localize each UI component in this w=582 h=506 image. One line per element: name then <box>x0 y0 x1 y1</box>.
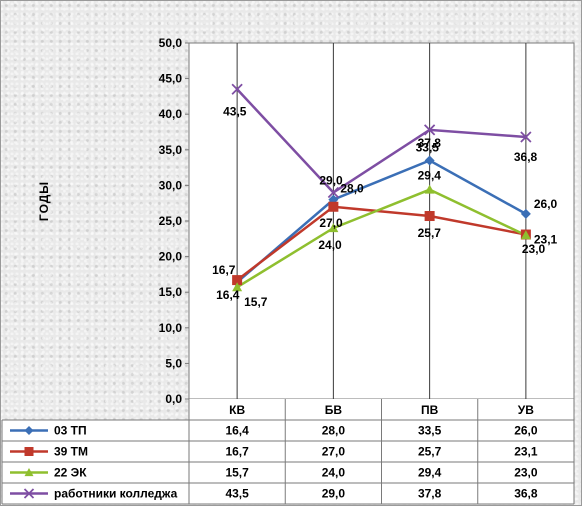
legend-series-name: 22 ЭК <box>54 466 87 480</box>
data-point <box>328 223 339 233</box>
data-point <box>232 275 243 286</box>
data-point <box>232 282 243 292</box>
y-tick-label: 10,0 <box>159 321 183 335</box>
data-label: 24,0 <box>318 238 342 252</box>
data-label: 16,4 <box>216 288 240 302</box>
y-tick-label: 15,0 <box>159 285 183 299</box>
y-tick-label: 5,0 <box>165 356 182 370</box>
data-label: 43,5 <box>223 104 247 118</box>
data-label: 15,7 <box>244 295 268 309</box>
data-label: 33,5 <box>416 140 440 154</box>
category-label: ПВ <box>421 403 439 417</box>
category-label: БВ <box>325 403 343 417</box>
series-line <box>236 88 526 195</box>
table-cell: 29,0 <box>322 487 346 501</box>
data-label: 26,0 <box>534 197 558 211</box>
data-point <box>328 201 339 212</box>
data-point <box>424 184 435 194</box>
category-label: УВ <box>518 403 534 417</box>
table-cell: 15,7 <box>225 466 249 480</box>
legend-series-name: 03 ТП <box>54 424 87 438</box>
y-tick-label: 35,0 <box>159 143 183 157</box>
data-point <box>424 155 435 166</box>
table-cell: 24,0 <box>322 466 346 480</box>
data-label: 23,0 <box>522 242 546 256</box>
data-label: 36,8 <box>514 150 538 164</box>
category-label: КВ <box>229 403 245 417</box>
data-label: 23,1 <box>534 233 558 247</box>
y-tick-label: 30,0 <box>159 178 183 192</box>
data-label: 25,7 <box>418 226 442 240</box>
legend-series-name: 39 ТМ <box>54 445 88 459</box>
data-point <box>231 83 243 95</box>
series-line <box>236 205 527 282</box>
data-point <box>23 488 35 499</box>
data-point <box>24 468 34 477</box>
y-tick-label: 50,0 <box>159 36 183 50</box>
data-label: 29,4 <box>418 169 442 183</box>
data-label: 27,0 <box>319 216 343 230</box>
legend-series-name: работники колледжа <box>54 487 178 501</box>
data-point <box>424 211 435 222</box>
data-label: 37,8 <box>418 136 442 150</box>
table-cell: 37,8 <box>418 487 442 501</box>
y-tick-label: 40,0 <box>159 107 183 121</box>
data-point <box>520 131 532 143</box>
table-cell: 36,8 <box>514 487 538 501</box>
table-cell: 23,1 <box>514 445 538 459</box>
table-cell: 29,4 <box>418 466 442 480</box>
y-axis: 0,0 5,0 10,0 15,0 20,0 25,0 30,0 35,0 40,0 45,0 50… <box>159 36 190 406</box>
plot-background <box>188 42 575 400</box>
data-point <box>520 230 531 240</box>
data-labels: 16,4 28,0 33,5 26,0 16,7 27,0 25,7 23,1 15,7 24,0… <box>212 104 557 309</box>
y-tick-label: 0,0 <box>165 392 182 406</box>
data-point <box>24 447 34 456</box>
data-point <box>520 208 531 219</box>
data-label: 16,7 <box>212 263 236 277</box>
plot-area <box>188 42 575 400</box>
data-point <box>423 124 436 136</box>
data-point <box>327 186 340 199</box>
data-label: 28,0 <box>340 182 364 196</box>
table-cell: 43,5 <box>225 487 249 501</box>
table-cell: 16,4 <box>225 424 249 438</box>
table-cell: 26,0 <box>514 424 538 438</box>
y-tick-label: 20,0 <box>159 250 183 264</box>
table-cell: 27,0 <box>322 445 346 459</box>
data-point <box>24 426 34 435</box>
table-cell: 25,7 <box>418 445 442 459</box>
table-cell: 23,0 <box>514 466 538 480</box>
table-cell: 33,5 <box>418 424 442 438</box>
series-line <box>236 188 527 289</box>
data-table: КВ БВ ПВ УВ 03 ТП 16,4 28,0 33,5 26,0 39 ТМ 16,7 27… <box>1 399 575 505</box>
y-tick-label: 25,0 <box>159 214 183 228</box>
series-line <box>236 159 527 284</box>
series-lines <box>236 88 527 289</box>
series-markers <box>231 83 532 292</box>
data-label: 29,0 <box>319 174 343 188</box>
y-tick-label: 45,0 <box>159 72 183 86</box>
y-axis-label: ГОДЫ <box>37 181 51 221</box>
table-cell: 16,7 <box>225 445 249 459</box>
table-cell: 28,0 <box>322 424 346 438</box>
